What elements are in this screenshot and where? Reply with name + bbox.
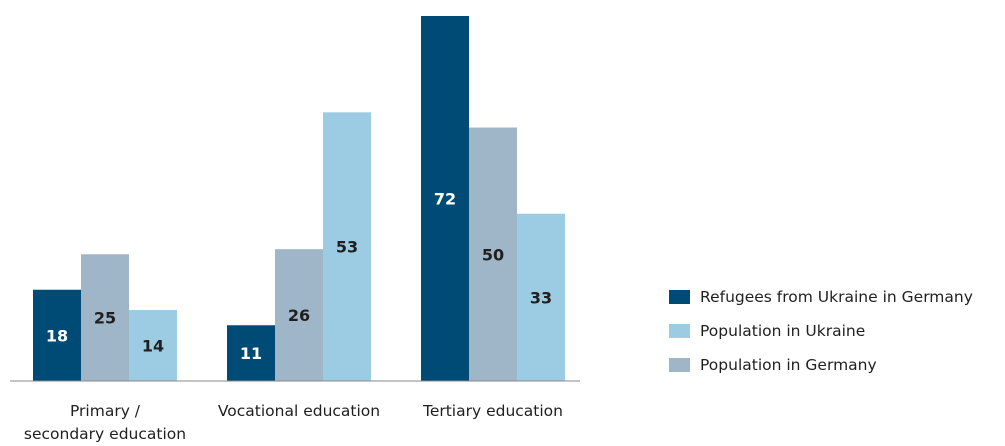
- category-label-2-line-0: Tertiary education: [422, 402, 563, 420]
- value-label-population-in-ukraine-2: 33: [530, 288, 552, 307]
- value-label-refugees-from-ukraine-in-germany-2: 72: [434, 190, 456, 209]
- legend-swatch-refugees-from-ukraine-in-germany: [669, 290, 690, 304]
- category-label-1-line-0: Vocational education: [218, 402, 380, 420]
- legend-item-population-in-germany: Population in Germany: [669, 354, 973, 376]
- legend-swatch-population-in-germany: [669, 358, 690, 372]
- bars-group: [33, 16, 565, 382]
- bar-population-in-ukraine-2: [517, 213, 565, 381]
- bar-population-in-germany-0: [81, 254, 129, 381]
- category-label-0-line-1: secondary education: [24, 425, 186, 443]
- bar-population-in-germany-2: [469, 127, 517, 382]
- value-label-population-in-germany-2: 50: [482, 245, 504, 264]
- value-label-population-in-ukraine-0: 14: [142, 337, 164, 356]
- legend: Refugees from Ukraine in Germany Populati…: [669, 286, 973, 376]
- legend-item-population-in-ukraine: Population in Ukraine: [669, 320, 973, 342]
- value-label-refugees-from-ukraine-in-germany-1: 11: [240, 344, 262, 363]
- bar-population-in-germany-1: [275, 249, 323, 381]
- value-labels-group: 18 25 14 11 26 53 72 50 33: [46, 190, 552, 364]
- legend-item-refugees-from-ukraine-in-germany: Refugees from Ukraine in Germany: [669, 286, 973, 308]
- value-label-refugees-from-ukraine-in-germany-0: 18: [46, 326, 68, 345]
- category-labels-group: Primary / secondary education Vocational e…: [24, 402, 563, 443]
- legend-label-population-in-germany: Population in Germany: [700, 356, 877, 374]
- legend-swatch-population-in-ukraine: [669, 324, 690, 338]
- bar-population-in-ukraine-1: [323, 112, 371, 381]
- bar-refugees-from-ukraine-in-germany-0: [33, 289, 81, 381]
- bar-population-in-ukraine-0: [129, 310, 177, 381]
- value-label-population-in-germany-1: 26: [288, 306, 310, 325]
- bar-refugees-from-ukraine-in-germany-2: [421, 16, 469, 381]
- bar-refugees-from-ukraine-in-germany-1: [227, 325, 275, 381]
- legend-label-population-in-ukraine: Population in Ukraine: [700, 322, 866, 340]
- legend-label-refugees-from-ukraine-in-germany: Refugees from Ukraine in Germany: [700, 288, 973, 306]
- value-label-population-in-ukraine-1: 53: [336, 238, 358, 257]
- category-label-0-line-0: Primary /: [70, 402, 141, 420]
- value-label-population-in-germany-0: 25: [94, 309, 116, 328]
